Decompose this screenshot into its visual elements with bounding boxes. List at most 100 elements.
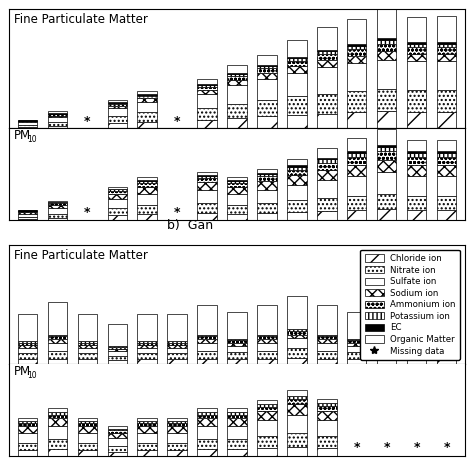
Bar	[108, 346, 127, 347]
Bar	[257, 339, 277, 343]
Bar	[137, 205, 157, 214]
Bar	[287, 358, 307, 364]
Bar	[18, 214, 37, 217]
Bar	[18, 211, 37, 212]
Bar	[317, 339, 337, 343]
Bar	[287, 396, 307, 399]
Bar	[48, 218, 67, 219]
Bar	[197, 412, 217, 414]
Bar	[137, 94, 157, 96]
Bar	[287, 414, 307, 433]
Bar	[317, 211, 337, 219]
Bar	[287, 339, 307, 348]
Bar	[437, 15, 456, 42]
Bar	[227, 85, 247, 104]
Bar	[108, 191, 127, 194]
Bar	[287, 329, 307, 331]
Text: PM: PM	[14, 365, 31, 378]
Bar	[137, 341, 157, 343]
Bar	[287, 97, 307, 115]
Bar	[48, 336, 67, 339]
Bar	[347, 165, 366, 176]
Bar	[137, 194, 157, 205]
Bar	[437, 42, 456, 44]
Bar	[48, 201, 67, 202]
Bar	[18, 121, 37, 122]
Bar	[108, 103, 127, 104]
Bar	[437, 176, 456, 196]
Text: *: *	[383, 441, 390, 454]
Bar	[167, 341, 187, 343]
Bar	[257, 169, 277, 173]
Text: Fine Particulate Matter: Fine Particulate Matter	[14, 249, 148, 262]
Bar	[317, 404, 337, 406]
Bar	[317, 305, 337, 334]
Bar	[227, 346, 247, 352]
Bar	[347, 46, 366, 49]
Bar	[108, 194, 127, 199]
Bar	[377, 60, 396, 88]
Bar	[167, 345, 187, 348]
Bar	[407, 53, 426, 61]
Bar	[317, 180, 337, 198]
Bar	[437, 165, 456, 176]
Bar	[227, 118, 247, 128]
Bar	[227, 214, 247, 219]
Bar	[48, 408, 67, 412]
Bar	[377, 209, 396, 219]
Bar	[227, 359, 247, 364]
Bar	[197, 334, 217, 336]
Text: *: *	[413, 441, 420, 454]
Bar	[347, 339, 366, 340]
Bar	[347, 359, 366, 364]
Bar	[377, 359, 396, 364]
Bar	[227, 73, 247, 74]
Bar	[108, 106, 127, 108]
Bar	[257, 66, 277, 68]
Bar	[108, 433, 127, 438]
Bar	[48, 334, 67, 336]
Bar	[18, 343, 37, 345]
Bar	[137, 181, 157, 183]
Bar	[108, 429, 127, 430]
Bar	[437, 53, 456, 61]
Bar	[137, 451, 157, 456]
Bar	[317, 399, 337, 404]
Bar	[257, 213, 277, 219]
Bar	[407, 345, 426, 348]
Bar	[137, 180, 157, 181]
Bar	[227, 187, 247, 194]
Bar	[407, 17, 426, 42]
Bar	[287, 167, 307, 170]
Bar	[317, 113, 337, 128]
Bar	[108, 438, 127, 446]
Bar	[227, 80, 247, 85]
Bar	[108, 452, 127, 456]
Bar	[137, 183, 157, 187]
Bar	[78, 418, 97, 421]
Bar	[287, 165, 307, 167]
Bar	[197, 108, 217, 120]
Bar	[257, 174, 277, 176]
Bar	[18, 423, 37, 426]
Text: 10: 10	[27, 371, 36, 379]
Bar	[287, 200, 307, 212]
Bar	[287, 73, 307, 97]
Bar	[108, 208, 127, 215]
Bar	[197, 175, 217, 176]
Text: *: *	[84, 115, 91, 128]
Bar	[287, 331, 307, 334]
Bar	[108, 108, 127, 116]
Bar	[437, 339, 456, 340]
Bar	[437, 210, 456, 219]
Bar	[108, 347, 127, 349]
Bar	[108, 116, 127, 123]
Bar	[227, 414, 247, 418]
Bar	[108, 351, 127, 356]
Bar	[227, 76, 247, 80]
Bar	[197, 213, 217, 219]
Bar	[108, 189, 127, 191]
Bar	[137, 418, 157, 421]
Bar	[197, 79, 217, 84]
Bar	[377, 160, 396, 173]
